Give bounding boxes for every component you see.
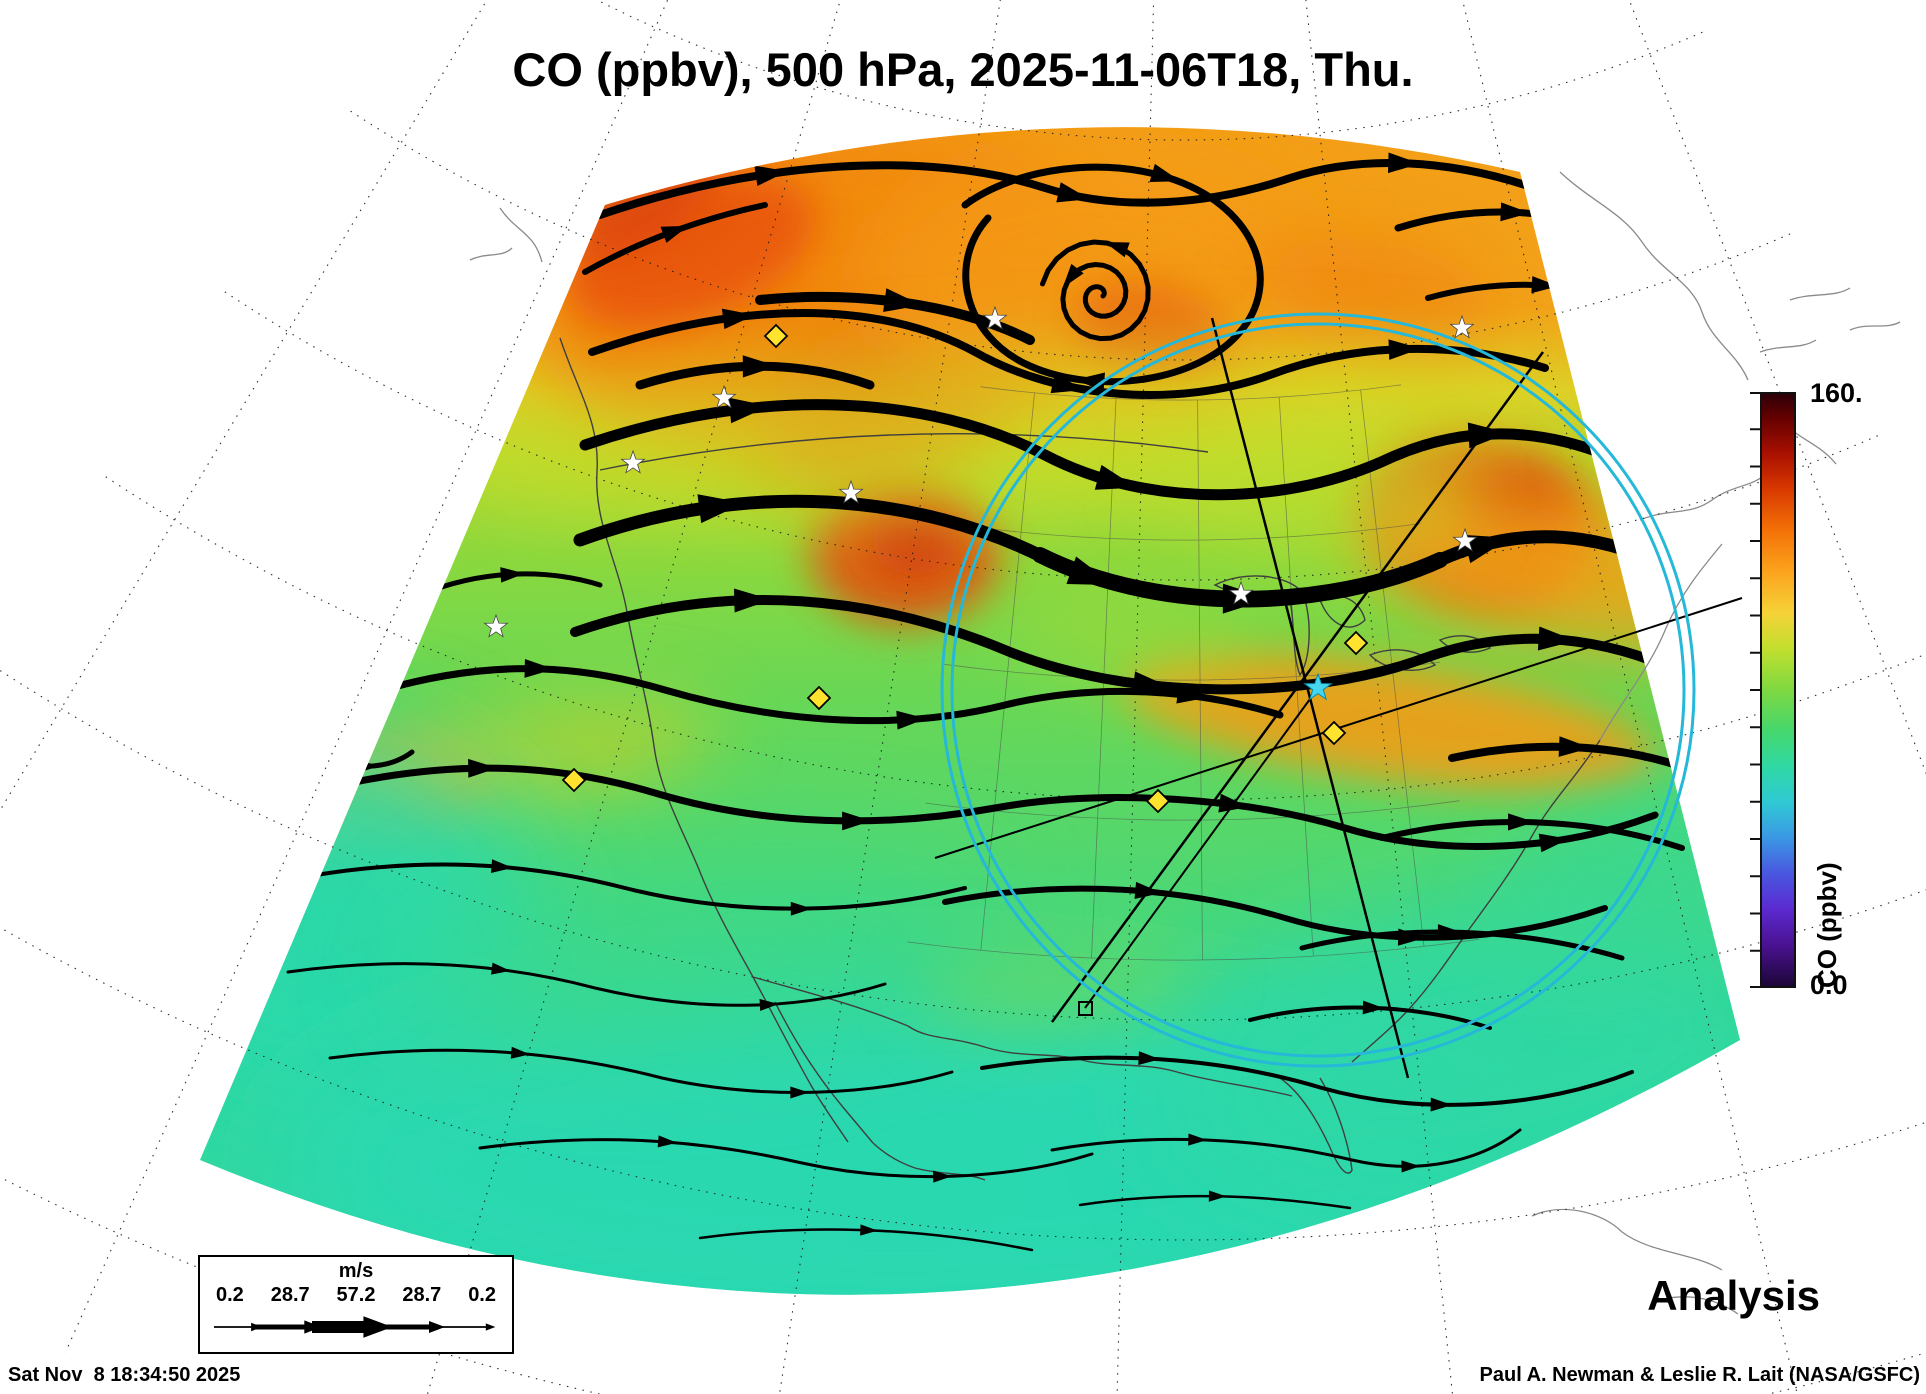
wind-legend-values: 0.2 28.7 57.2 28.7 0.2 — [200, 1284, 512, 1307]
wind-legend-value: 28.7 — [270, 1284, 310, 1306]
wind-legend-value: 0.2 — [468, 1284, 496, 1306]
wind-legend-value: 28.7 — [402, 1284, 442, 1306]
city-star-marker — [838, 479, 864, 504]
wind-legend-value: 0.2 — [216, 1284, 244, 1306]
wind-scale-arrow — [214, 1316, 496, 1338]
colorbar-max-label: 160. — [1810, 378, 1863, 408]
city-star-marker — [1452, 527, 1478, 552]
plot-title: CO (ppbv), 500 hPa, 2025-11-06T18, Thu. — [512, 43, 1414, 96]
city-star-marker — [982, 305, 1008, 330]
wind-streamlines-layer — [265, 152, 1723, 1252]
analysis-label: Analysis — [1647, 1272, 1820, 1319]
site-markers-layer — [483, 305, 1478, 814]
site-diamond-marker — [763, 323, 789, 349]
wind-legend-units: m/s — [338, 1260, 374, 1282]
colorbar-ticks — [1750, 392, 1760, 988]
city-star-marker — [620, 449, 646, 474]
city-star-marker — [711, 384, 737, 409]
colorbar-title: CO (ppbv) — [1812, 862, 1842, 988]
wind-legend-value: 57.2 — [336, 1284, 376, 1306]
colorbar-min-label: 0.0 — [1810, 970, 1848, 1000]
site-diamond-marker — [806, 685, 832, 711]
wind-speed-legend: m/s 0.2 28.7 57.2 28.7 0.2 — [198, 1255, 514, 1354]
city-star-marker — [483, 613, 509, 638]
generation-timestamp: Sat Nov 8 18:34:50 2025 — [8, 1364, 241, 1386]
city-star-marker — [1228, 580, 1254, 605]
site-diamond-marker — [1343, 630, 1369, 656]
site-diamond-marker — [1321, 720, 1347, 746]
ring-center-star-marker — [1303, 672, 1333, 701]
colorbar-gradient-bar — [1760, 392, 1796, 988]
colorbar: 160. 0.0 CO (ppbv) — [1750, 378, 1926, 1000]
site-diamond-marker — [561, 767, 587, 793]
trajectory-overlay-layer — [934, 312, 1743, 1079]
credit-text: Paul A. Newman & Leslie R. Lait (NASA/GS… — [1479, 1364, 1920, 1386]
site-diamond-marker — [1145, 788, 1171, 814]
city-star-marker — [1449, 314, 1475, 339]
